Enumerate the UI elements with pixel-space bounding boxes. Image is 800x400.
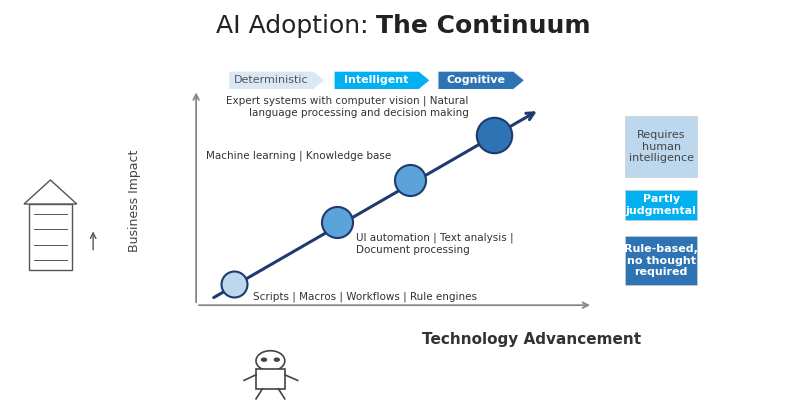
Text: Machine learning | Knowledge base: Machine learning | Knowledge base	[206, 150, 391, 161]
FancyBboxPatch shape	[626, 116, 697, 177]
Text: Expert systems with computer vision | Natural
language processing and decision m: Expert systems with computer vision | Na…	[226, 96, 469, 118]
Text: Technology Advancement: Technology Advancement	[422, 332, 642, 347]
Point	[403, 177, 416, 184]
Point	[330, 219, 343, 225]
Text: Rule-based,
no thought
required: Rule-based, no thought required	[624, 244, 698, 277]
Circle shape	[274, 358, 280, 362]
Text: Deterministic: Deterministic	[234, 75, 309, 85]
FancyBboxPatch shape	[626, 236, 697, 285]
Text: Requires
human
intelligence: Requires human intelligence	[629, 130, 694, 163]
FancyBboxPatch shape	[626, 190, 697, 220]
Polygon shape	[438, 71, 525, 90]
Polygon shape	[334, 71, 430, 90]
Polygon shape	[24, 180, 77, 204]
Circle shape	[261, 358, 267, 362]
Text: Scripts | Macros | Workflows | Rule engines: Scripts | Macros | Workflows | Rule engi…	[253, 292, 477, 302]
Text: AI Adoption:: AI Adoption:	[215, 14, 376, 38]
Text: UI automation | Text analysis |
Document processing: UI automation | Text analysis | Document…	[356, 232, 514, 255]
Text: Intelligent: Intelligent	[344, 75, 409, 85]
Text: The Continuum: The Continuum	[376, 14, 590, 38]
Polygon shape	[229, 71, 325, 90]
Point	[228, 281, 241, 288]
Text: Business Impact: Business Impact	[128, 150, 141, 252]
FancyBboxPatch shape	[29, 204, 72, 270]
Point	[487, 132, 500, 138]
Text: Cognitive: Cognitive	[446, 75, 506, 85]
Text: Partly
judgmental: Partly judgmental	[626, 194, 697, 216]
FancyBboxPatch shape	[256, 369, 285, 389]
